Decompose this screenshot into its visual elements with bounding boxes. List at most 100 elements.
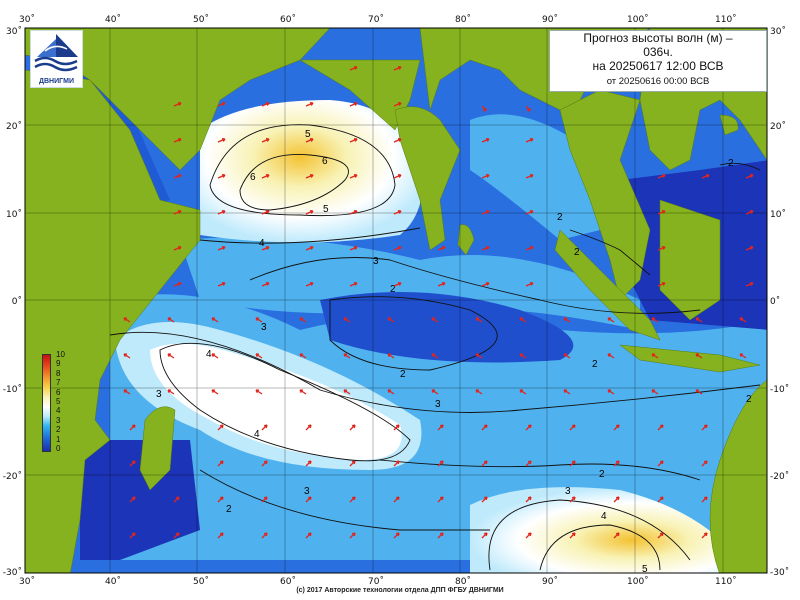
contour-label: 6 — [250, 172, 256, 183]
wave-arrow — [739, 353, 747, 359]
wave-arrow — [525, 209, 534, 215]
wave-arrow — [349, 532, 356, 539]
wave-arrow — [217, 281, 226, 287]
logo-text: ДВНИГМИ — [39, 78, 74, 85]
ocean-dark-central — [320, 292, 574, 363]
axis-label: 40˚ — [105, 576, 121, 587]
wave-arrow — [569, 532, 576, 539]
axis-label: 70˚ — [368, 576, 384, 587]
wave-arrow — [211, 389, 219, 395]
wave-arrow — [305, 137, 314, 143]
wave-arrow — [261, 173, 270, 179]
wave-arrow — [525, 173, 534, 179]
scale-label: 7 — [56, 378, 61, 388]
wave-arrow — [657, 424, 664, 431]
axis-label: 30˚ — [6, 26, 22, 37]
axis-label: -30˚ — [3, 567, 22, 578]
wave-arrow — [393, 137, 402, 143]
wave-arrow — [701, 532, 708, 539]
contour-label: 3 — [304, 486, 310, 497]
wave-arrow — [349, 460, 356, 467]
axis-label: 90˚ — [542, 14, 558, 25]
scale-label: 5 — [56, 397, 61, 407]
wave-arrow — [695, 389, 703, 395]
wave-arrow — [563, 389, 571, 395]
wave-arrow — [393, 281, 402, 287]
wave-arrow — [437, 245, 446, 251]
wave-arrow — [481, 281, 490, 287]
wave-arrow — [481, 173, 490, 179]
land-java — [619, 344, 761, 373]
wave-arrow — [613, 496, 620, 503]
wave-arrow — [305, 496, 312, 503]
contours — [109, 124, 761, 571]
ocean-light-band-north — [180, 237, 640, 330]
wave-arrow — [387, 389, 395, 395]
wave-arrow — [255, 353, 263, 359]
wave-arrow — [569, 496, 576, 503]
wave-arrow — [745, 209, 754, 215]
axis-label: -30˚ — [770, 567, 789, 578]
wave-arrow — [481, 137, 490, 143]
wave-arrow — [343, 389, 351, 395]
contour-label: 4 — [254, 429, 260, 440]
wave-arrow — [349, 65, 358, 71]
scale-label: 8 — [56, 368, 61, 378]
copyright-text: (c) 2017 Авторские технологии отдела ДПП… — [296, 587, 504, 594]
wave-arrow — [123, 389, 131, 395]
contour-label: 2 — [599, 469, 605, 480]
wave-arrow — [173, 137, 182, 143]
wave-arrow — [349, 209, 358, 215]
contour-label: 4 — [206, 349, 212, 360]
wave-arrow — [525, 460, 532, 467]
wave-arrow — [393, 65, 402, 71]
wave-arrow — [569, 424, 576, 431]
axis-label: 50˚ — [193, 576, 209, 587]
axis-label: 50˚ — [193, 14, 209, 25]
wave-arrow — [173, 173, 182, 179]
contour-label: 5 — [642, 564, 648, 575]
land-borneo — [659, 199, 721, 321]
land-australia — [709, 379, 767, 573]
wave-arrow — [519, 389, 527, 395]
wave-arrow — [173, 245, 182, 251]
wave-arrow — [217, 496, 224, 503]
land-indochina — [559, 89, 651, 301]
wave-arrow — [745, 173, 754, 179]
wave-arrow — [651, 389, 659, 395]
scale-label: 6 — [56, 387, 61, 397]
wave-arrow — [167, 317, 175, 323]
axis-label: 100˚ — [627, 576, 649, 587]
contour-label: 2 — [728, 158, 734, 169]
wave-arrow — [745, 245, 754, 251]
scale-label: 1 — [56, 434, 61, 444]
contour-label: 2 — [400, 369, 406, 380]
wave-arrow — [563, 353, 571, 359]
wave-arrow — [305, 532, 312, 539]
wave-arrow — [217, 173, 226, 179]
wave-arrow — [657, 532, 664, 539]
wave-arrow — [261, 245, 270, 251]
wave-arrow — [255, 389, 263, 395]
wave-arrow — [349, 424, 356, 431]
wave-arrow — [739, 317, 747, 323]
wave-arrow — [261, 281, 270, 287]
contour-label: 5 — [323, 204, 329, 215]
wave-arrow — [481, 105, 487, 112]
wave-arrow — [651, 317, 659, 323]
wave-arrow — [261, 424, 268, 431]
contour-label: 2 — [226, 504, 232, 515]
arabian-sea-waves — [200, 100, 423, 243]
wave-arrow — [349, 101, 358, 107]
axis-label: 0˚ — [770, 296, 780, 307]
wave-arrow — [437, 460, 444, 467]
wave-arrow — [305, 460, 312, 467]
axis-top: 30˚ 40˚ 50˚ 60˚ 70˚ 80˚ 90˚ 100˚ 110˚ — [19, 14, 737, 25]
contour-label: 3 — [156, 389, 162, 400]
wave-arrow — [305, 424, 312, 431]
contour-label: 2 — [746, 394, 752, 405]
axis-label: 70˚ — [368, 14, 384, 25]
wave-arrow — [299, 389, 307, 395]
wave-arrow — [607, 353, 615, 359]
wave-arrow — [393, 245, 402, 251]
